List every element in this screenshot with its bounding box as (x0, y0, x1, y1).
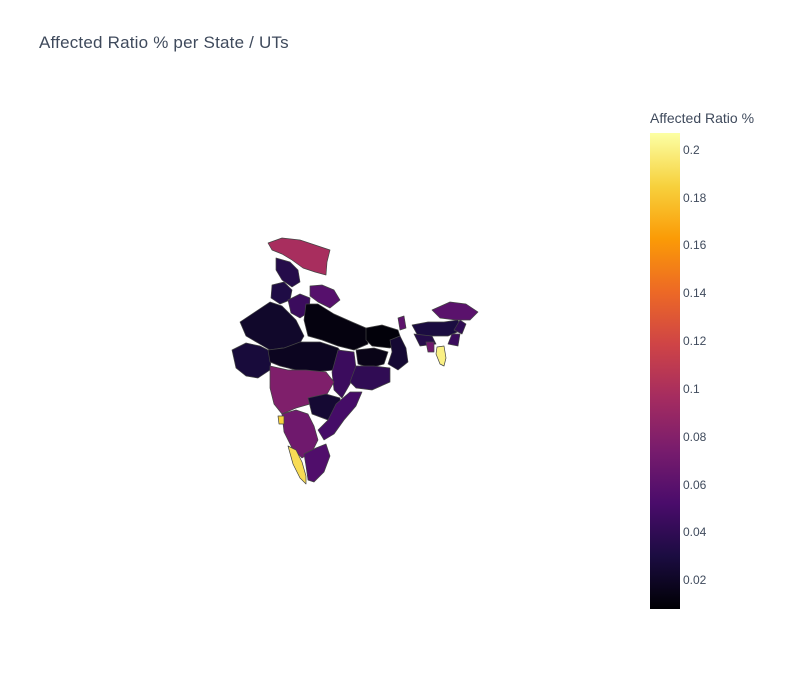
region-assam[interactable] (411, 319, 463, 337)
colorbar-tick: 0.14 (683, 286, 707, 301)
region-west-bengal[interactable] (387, 335, 409, 371)
region-chhattisgarh[interactable] (331, 349, 357, 399)
colorbar-tick: 0.12 (683, 334, 707, 349)
region-nagaland[interactable] (453, 319, 467, 335)
region-odisha[interactable] (349, 365, 391, 391)
region-goa[interactable] (277, 415, 285, 425)
colorbar-tick: 0.2 (683, 142, 700, 157)
region-kerala[interactable] (287, 445, 307, 485)
region-manipur[interactable] (447, 333, 461, 347)
chart-title: Affected Ratio % per State / UTs (39, 33, 289, 52)
region-andhra-pradesh[interactable] (317, 391, 363, 441)
colorbar-tick: 0.08 (683, 429, 707, 444)
colorbar (650, 133, 680, 609)
region-karnataka[interactable] (281, 409, 319, 459)
colorbar-tick: 0.1 (683, 381, 700, 396)
region-sikkim[interactable] (397, 315, 407, 331)
colorbar-tick: 0.02 (683, 573, 707, 588)
colorbar-title: Affected Ratio % (650, 110, 755, 126)
region-ladakh-jk[interactable] (267, 237, 331, 276)
colorbar-tick: 0.04 (683, 525, 707, 540)
colorbar-tick: 0.06 (683, 477, 707, 492)
region-uttarakhand[interactable] (309, 284, 341, 309)
region-tripura[interactable] (425, 341, 435, 353)
region-himachal[interactable] (275, 257, 301, 288)
region-mizoram[interactable] (435, 345, 447, 367)
region-tamil-nadu[interactable] (303, 443, 331, 483)
region-jharkhand[interactable] (355, 347, 389, 369)
region-gujarat[interactable] (231, 342, 273, 379)
colorbar-tick: 0.18 (683, 190, 707, 205)
region-uttar-pradesh[interactable] (303, 303, 369, 351)
colorbar-tick: 0.16 (683, 238, 707, 253)
region-arunachal[interactable] (431, 301, 479, 321)
